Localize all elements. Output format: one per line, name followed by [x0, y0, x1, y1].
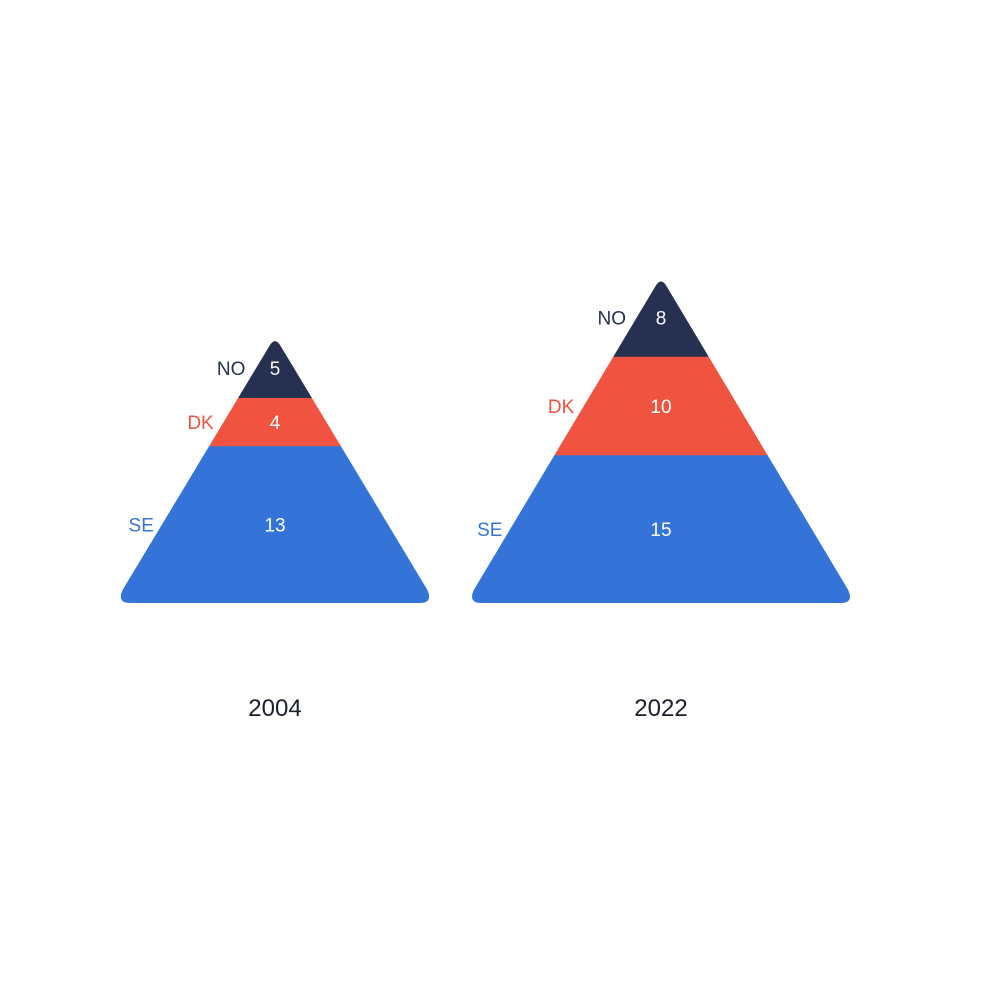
- category-label-2022-SE: SE: [477, 520, 502, 541]
- value-label-2022-NO: 8: [656, 308, 667, 329]
- category-label-2004-SE: SE: [129, 516, 154, 537]
- pyramid-2004: 5 NO 4 DK 13 SE 2004: [120, 341, 430, 722]
- value-label-2004-NO: 5: [270, 359, 281, 380]
- value-label-2004-DK: 4: [270, 413, 281, 434]
- category-label-2022-DK: DK: [548, 397, 575, 418]
- category-label-2004-DK: DK: [187, 413, 214, 434]
- category-label-2004-NO: NO: [217, 359, 246, 380]
- value-label-2004-SE: 13: [264, 516, 285, 537]
- pyramid-2022: 8 NO 10 DK 15 SE 2022: [472, 281, 850, 722]
- category-label-2022-NO: NO: [598, 308, 627, 329]
- year-label-2004: 2004: [248, 695, 301, 722]
- year-label-2022: 2022: [634, 695, 687, 722]
- value-label-2022-DK: 10: [650, 397, 671, 418]
- value-label-2022-SE: 15: [650, 520, 671, 541]
